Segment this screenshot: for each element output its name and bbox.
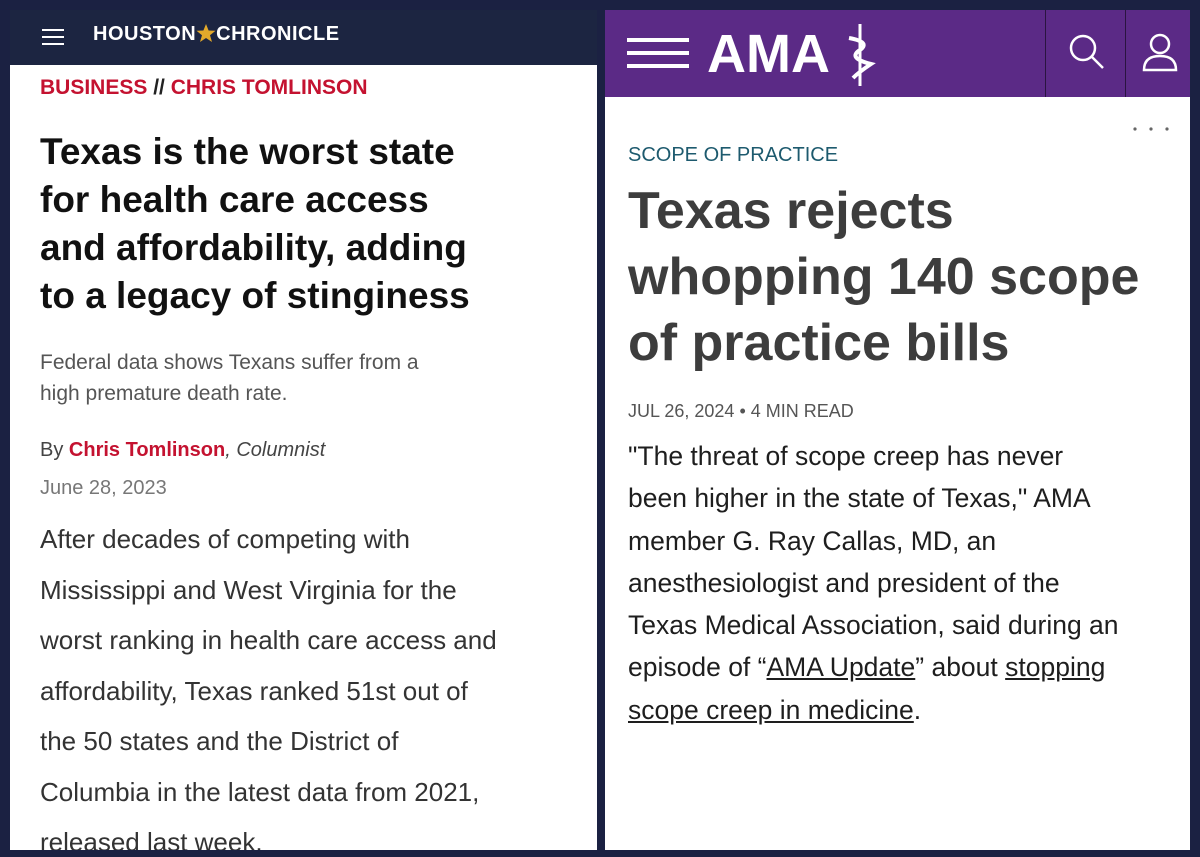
logo-star (196, 24, 216, 42)
headline-line: to a legacy of stinginess (40, 275, 470, 316)
body-link[interactable]: scope creep in medicine (628, 694, 914, 725)
body-text: . (913, 694, 922, 725)
headline-line: Texas is the worst state (40, 131, 455, 172)
divider (1045, 10, 1046, 97)
body-line: episode of “AMA Update” about stopping (628, 646, 1119, 688)
body-line: worst ranking in health care access and (40, 625, 497, 655)
body-line: Texas Medical Association, said during a… (628, 604, 1119, 646)
body-text: anesthesiologist and president of the (628, 567, 1060, 598)
date: JUL 26, 2024 (628, 401, 735, 421)
headline: Texas is the worst state for health care … (40, 128, 470, 320)
body-text: been higher in the state of Texas," AMA (628, 483, 1091, 514)
body-line: the 50 states and the District of (40, 726, 399, 756)
headline-line: whopping 140 scope (628, 248, 1140, 306)
body-line: "The threat of scope creep has never (628, 435, 1119, 477)
header-bar: HOUSTON CHRONICLE (10, 10, 597, 65)
body-line: After decades of competing with (40, 524, 410, 554)
meta: JUL 26, 2024 • 4 MIN READ (628, 401, 854, 422)
read-time: 4 MIN READ (750, 401, 854, 421)
byline: By Chris Tomlinson, Columnist (40, 439, 325, 462)
ama-article: AMA SCOPE OF PRACTICE Texas rejects whopp… (605, 10, 1190, 850)
body-line: Mississippi and West Virginia for the (40, 574, 457, 605)
menu-icon[interactable] (627, 37, 689, 69)
body-link[interactable]: AMA Update (766, 652, 916, 683)
divider (1125, 10, 1126, 97)
headline-line: and affordability, adding (40, 227, 467, 268)
body-line: Columbia in the latest data from 2021, (40, 776, 480, 807)
body-text: "The threat of scope creep has never (628, 441, 1064, 471)
author-role: , Columnist (225, 439, 326, 461)
logo-emblem (848, 24, 876, 86)
author-link[interactable]: Chris Tomlinson (68, 439, 226, 461)
dek: Federal data shows Texans suffer from a h… (40, 347, 419, 409)
body: "The threat of scope creep has never been… (628, 435, 1119, 731)
logo[interactable]: HOUSTON CHRONICLE (93, 23, 340, 46)
body-line: member G. Ray Callas, MD, an (628, 520, 1119, 562)
dek-line: high premature death rate. (40, 382, 288, 405)
body-link[interactable]: stopping (1005, 652, 1106, 683)
category-link[interactable]: SCOPE OF PRACTICE (628, 144, 839, 166)
body-line: been higher in the state of Texas," AMA (628, 477, 1119, 519)
body-line: affordability, Texas ranked 51st out of (40, 675, 468, 706)
separator: • (739, 401, 746, 421)
column-link[interactable]: CHRIS TOMLINSON (170, 76, 368, 99)
section-link[interactable]: BUSINESS (40, 76, 148, 99)
more-icon[interactable] (1132, 126, 1172, 132)
body-line: anesthesiologist and president of the (628, 562, 1119, 604)
headline: Texas rejects whopping 140 scope of practi… (628, 178, 1139, 376)
body: After decades of competing with Mississip… (40, 514, 497, 850)
date: June 28, 2023 (40, 477, 167, 499)
body-text: episode of “ (628, 652, 767, 683)
account-icon[interactable] (1140, 32, 1180, 72)
logo-text: HOUSTON (93, 23, 197, 45)
body-text: member G. Ray Callas, MD, an (628, 525, 997, 556)
headline-line: of practice bills (628, 314, 1010, 372)
search-icon[interactable] (1067, 32, 1107, 72)
body-text: Texas Medical Association, said during a… (628, 610, 1119, 641)
separator: // (153, 76, 165, 99)
dek-line: Federal data shows Texans suffer from a (40, 351, 419, 374)
body-line: scope creep in medicine. (628, 689, 1119, 731)
headline-line: for health care access (40, 179, 429, 220)
byline-prefix: By (40, 439, 64, 461)
header-bar: AMA (605, 10, 1190, 97)
menu-icon[interactable] (42, 28, 64, 46)
headline-line: Texas rejects (628, 182, 954, 240)
logo-text: CHRONICLE (216, 23, 340, 45)
houston-chronicle-article: HOUSTON CHRONICLE BUSINESS // CHRIS TOMLI… (10, 10, 597, 850)
body-line: released last week. (40, 827, 263, 850)
logo[interactable]: AMA (707, 24, 830, 84)
body-text: ” about (915, 652, 1006, 683)
kicker: BUSINESS // CHRIS TOMLINSON (40, 76, 368, 100)
